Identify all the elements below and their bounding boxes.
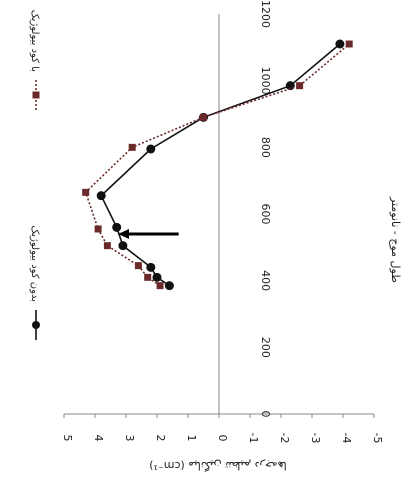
- data-point: [94, 225, 102, 233]
- y-tick-label: 2: [154, 435, 167, 442]
- x-tick-label: 400: [259, 270, 272, 291]
- data-point: [152, 272, 162, 282]
- x-tick-label: 800: [259, 137, 272, 158]
- data-point: [164, 281, 174, 291]
- y-tick-label: -3: [309, 433, 322, 444]
- x-tick-label: 200: [259, 337, 272, 358]
- data-point: [144, 273, 152, 281]
- legend-marker: [32, 91, 40, 99]
- legend-marker: [32, 321, 40, 329]
- data-point: [156, 282, 164, 290]
- y-tick-label: -4: [340, 433, 353, 444]
- y-tick-label: 0: [216, 435, 229, 442]
- x-tick-label: 600: [259, 204, 272, 225]
- y-tick-label: 3: [123, 435, 136, 442]
- data-point: [335, 39, 345, 49]
- legend-label: بدون کود بیولوژیک: [29, 225, 40, 302]
- data-point: [103, 242, 111, 250]
- data-point: [200, 113, 207, 121]
- legend-label: با کود بیولوژیک: [29, 10, 40, 72]
- arrow-head: [118, 229, 129, 239]
- data-point: [112, 222, 122, 232]
- data-point: [118, 241, 128, 251]
- x-tick-label: 1000: [259, 67, 272, 95]
- data-point: [82, 188, 90, 196]
- data-point: [134, 262, 142, 270]
- data-point: [345, 40, 353, 48]
- x-tick-label: 0: [259, 411, 272, 418]
- data-point: [296, 82, 304, 90]
- series-line: [84, 43, 350, 287]
- y-tick-label: 4: [92, 435, 105, 442]
- y-tick-label: 5: [61, 435, 74, 442]
- y-axis-title: میانگین تنظیم درجه‌ها (cm⁻¹): [149, 459, 287, 472]
- data-point: [146, 262, 156, 272]
- y-tick-label: -1: [247, 433, 260, 444]
- x-tick-label: 1200: [259, 0, 272, 28]
- series-line: [100, 43, 341, 287]
- x-axis-title: طول موج - نانومتر: [389, 196, 402, 283]
- y-tick-label: -5: [371, 433, 384, 444]
- series-1: [96, 39, 345, 291]
- y-tick-label: 1: [185, 435, 198, 442]
- data-point: [96, 191, 106, 201]
- data-point: [128, 143, 136, 151]
- series-2: [82, 40, 353, 290]
- data-point: [146, 144, 156, 154]
- legend: بدون کود بیولوژیک با کود بیولوژیک: [29, 10, 40, 340]
- y-tick-label: -2: [278, 433, 291, 444]
- plot-area: 0 200 400 600 800 1000 1200 -5 -4 -3 -2 -1 0 1 2 3 4 5 میا…: [29, 0, 402, 472]
- data-point: [285, 81, 295, 91]
